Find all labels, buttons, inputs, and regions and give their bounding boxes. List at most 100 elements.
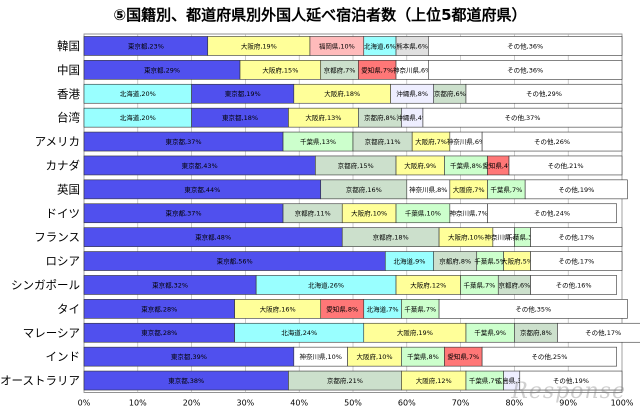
category-label: オーストラリア — [0, 374, 80, 388]
x-tick-label: 60% — [398, 399, 416, 408]
segment-label: その他,37% — [504, 113, 540, 122]
segment-label: 東京都,43% — [182, 161, 218, 170]
category-label: 英国 — [57, 182, 80, 196]
segment-label: 大阪府,10% — [448, 233, 484, 242]
segment-label: 北海道,20% — [120, 89, 156, 98]
segment-label: 千葉県,5% — [474, 256, 506, 265]
segment-label: 千葉県,13% — [300, 137, 336, 146]
segment-label: 東京都,44% — [184, 185, 220, 194]
bar-segment — [524, 179, 628, 200]
x-tick-label: 30% — [237, 399, 255, 408]
segment-label: 東京都,39% — [171, 352, 207, 361]
category-label: ロシア — [46, 254, 81, 268]
segment-label: 千葉県,7% — [404, 304, 436, 313]
segment-label: 大阪府,10% — [357, 352, 393, 361]
segment-label: 大阪府,19% — [397, 328, 433, 337]
segment-label: 東京都,23% — [128, 41, 164, 50]
segment-label: 東京都,29% — [144, 65, 180, 74]
segment-label: 東京都,38% — [168, 376, 204, 385]
segment-label: 北海道,6% — [364, 41, 396, 50]
segment-label: 大阪府,18% — [324, 89, 360, 98]
segment-label: 京都府,11% — [365, 137, 401, 146]
x-tick-label: 90% — [559, 399, 577, 408]
segment-label: 東京都,48% — [195, 233, 231, 242]
segment-label: 愛知県,8% — [326, 304, 358, 313]
segment-label: 大阪府,7% — [453, 185, 485, 194]
category-label: マレーシア — [23, 326, 80, 340]
segment-label: 京都府,8% — [439, 256, 471, 265]
segment-label: 大阪府,19% — [241, 41, 277, 50]
segment-label: 千葉県,7% — [490, 185, 522, 194]
segment-label: 京都府,18% — [373, 233, 409, 242]
segment-label: 神奈川県,6% — [393, 65, 431, 74]
segment-label: 神奈川県,6% — [447, 137, 485, 146]
bar-segment — [465, 83, 623, 104]
segment-label: 東京都,56% — [217, 256, 253, 265]
segment-label: その他,35% — [515, 304, 551, 313]
segment-label: その他,29% — [526, 89, 562, 98]
segment-label: その他,17% — [585, 328, 621, 337]
bar-segment — [428, 60, 623, 80]
segment-label: その他,36% — [507, 41, 543, 50]
segment-label: その他,24% — [534, 209, 570, 218]
category-label: シンガポール — [11, 278, 80, 292]
category-label: フランス — [34, 230, 80, 244]
segment-label: 大阪府,15% — [262, 65, 298, 74]
bar-segment — [438, 299, 628, 319]
bar-segment — [481, 346, 617, 367]
segment-label: 東京都,32% — [152, 280, 188, 289]
category-label: 中国 — [57, 63, 80, 77]
segment-label: 千葉県,9% — [474, 328, 506, 337]
segment-label: その他,17% — [558, 233, 594, 242]
segment-label: 千葉県,7% — [463, 280, 495, 289]
segment-label: 千葉県,10% — [405, 209, 441, 218]
category-label: 台湾 — [57, 111, 80, 125]
bar-segment — [557, 322, 640, 343]
segment-label: 京都府,8% — [520, 328, 552, 337]
segment-label: 大阪府,13% — [305, 113, 341, 122]
x-tick-label: 40% — [290, 399, 308, 408]
segment-label: 北海道,20% — [120, 113, 156, 122]
category-label: インド — [46, 350, 81, 364]
segment-label: 愛知県,7% — [361, 65, 393, 74]
segment-label: 千葉県,8% — [407, 352, 439, 361]
segment-label: 京都府,16% — [346, 185, 382, 194]
x-tick-label: 10% — [129, 399, 147, 408]
x-axis-ticks: 0% 10% 20% 30% 40% 50% 60% 70% 80% 90% 100% — [78, 399, 634, 408]
segment-label: 東京都,37% — [166, 209, 202, 218]
bar-segment — [519, 370, 623, 391]
segment-label: その他,36% — [507, 65, 543, 74]
segment-label: 神奈川県,7% — [449, 209, 487, 218]
segment-label: 京都府,11% — [295, 209, 331, 218]
segment-label: 千葉県,3% — [507, 233, 539, 242]
segment-label: 大阪府,9% — [404, 161, 436, 170]
chart-title: ⑤国籍別、都道府県別外国人延べ宿泊者数（上位5都道府県） — [113, 6, 527, 24]
segment-label: その他,26% — [534, 137, 570, 146]
segment-label: 京都府,15% — [338, 161, 374, 170]
x-tick-label: 70% — [452, 399, 470, 408]
segment-label: その他,19% — [553, 376, 589, 385]
segment-label: 京都府,6% — [434, 89, 466, 98]
segment-label: 福岡県,10% — [319, 41, 355, 50]
segment-label: 東京都,19% — [225, 89, 261, 98]
segment-label: その他,16% — [556, 280, 592, 289]
x-tick-label: 20% — [183, 399, 201, 408]
x-tick-label: 0% — [78, 399, 91, 408]
bar-segment — [428, 36, 623, 56]
segment-label: 神奈川県,10% — [299, 352, 342, 361]
x-tick-label: 50% — [344, 399, 362, 408]
segment-label: その他,25% — [531, 352, 567, 361]
segment-label: 沖縄県,4% — [396, 113, 428, 122]
segment-label: 北海道,7% — [367, 304, 399, 313]
segment-label: 愛知県,7% — [447, 352, 479, 361]
segment-label: 大阪府,7% — [415, 137, 447, 146]
segment-label: 大阪府,16% — [260, 304, 296, 313]
bar-segment — [530, 251, 623, 271]
segment-label: 大阪府,10% — [351, 209, 387, 218]
segment-label: 大阪府,12% — [410, 280, 446, 289]
bar-segment — [481, 131, 623, 152]
bar-segment — [508, 155, 623, 176]
segment-label: 千葉県,7% — [469, 376, 501, 385]
segment-label: 東京都,37% — [166, 137, 202, 146]
